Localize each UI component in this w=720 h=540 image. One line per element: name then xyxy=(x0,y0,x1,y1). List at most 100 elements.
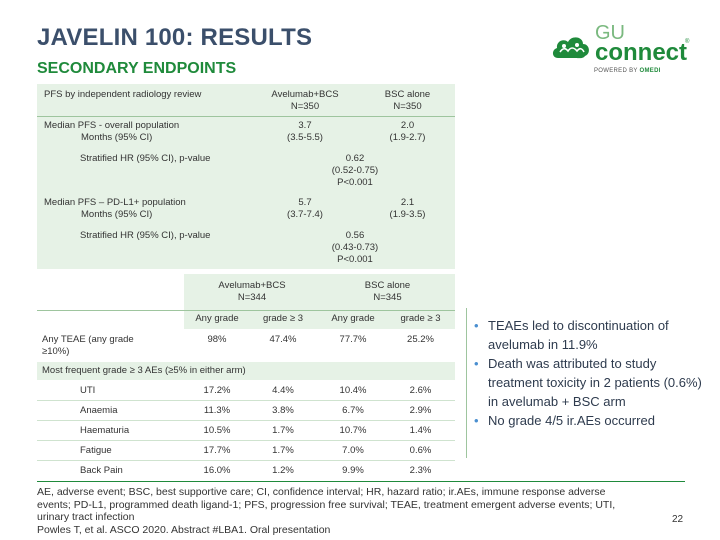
ae-row-val: 2.9% xyxy=(409,405,432,416)
ae-row-name: Anaemia xyxy=(80,405,118,416)
key-points-list: • TEAEs led to discontinuation of aveluma… xyxy=(474,316,706,430)
ae-row-val: 17.2% xyxy=(203,385,231,396)
bullet-item: • Death was attributed to study treatment… xyxy=(474,354,706,411)
ae-col1-n: N=344 xyxy=(237,292,267,303)
pfs-header-label: PFS by independent radiology review xyxy=(44,89,202,100)
pfs-row3-label-line2: Months (95% CI) xyxy=(81,209,153,220)
slide-title: JAVELIN 100: RESULTS xyxy=(37,24,313,51)
ae-sub-any-grade-1: Any grade xyxy=(195,313,239,324)
ae-any-teae-val-1: 98% xyxy=(207,334,227,345)
pfs-header-rule xyxy=(37,116,455,117)
ae-any-teae-label-line1: Any TEAE (any grade xyxy=(42,334,134,345)
pfs-col1-n: N=350 xyxy=(290,101,320,112)
pfs-row1-col1: 3.7 (3.5-5.5) xyxy=(250,120,360,144)
ae-header-rule xyxy=(37,310,455,311)
pfs-row1-col2-median: 2.0 xyxy=(400,120,415,131)
pfs-row1-col2: 2.0 (1.9-2.7) xyxy=(360,120,455,144)
pfs-col2-n: N=350 xyxy=(393,101,422,112)
ae-row-val: 9.9% xyxy=(342,465,364,476)
bullet-text: No grade 4/5 ir.AEs occurred xyxy=(488,413,655,428)
ae-row-val: 1.4% xyxy=(409,425,432,436)
pfs-row1-col2-ci: (1.9-2.7) xyxy=(389,132,426,143)
ae-row-val: 2.6% xyxy=(409,385,432,396)
bullet-dot-icon: • xyxy=(474,356,479,371)
bullet-dot-icon: • xyxy=(474,318,479,333)
pfs-col2-title: BSC alone xyxy=(384,89,431,100)
pfs-row2-band xyxy=(37,149,455,193)
bullet-text: TEAEs led to discontinuation of avelumab… xyxy=(488,318,669,352)
pfs-header-band xyxy=(37,84,455,116)
ae-row-divider xyxy=(37,460,455,461)
pfs-row3-band xyxy=(37,193,455,225)
ae-sub-any-grade-2: Any grade xyxy=(331,313,375,324)
pfs-row1-label: Median PFS - overall population Months (9… xyxy=(44,120,179,144)
bullets-divider xyxy=(466,308,467,458)
pfs-row2-p: P<0.001 xyxy=(337,177,373,188)
ae-col1-title: Avelumab+BCS xyxy=(218,280,286,291)
logo-powered-brand: OMEDI xyxy=(639,68,661,74)
logo-connect: connect xyxy=(595,39,688,66)
pfs-row3-label: Median PFS – PD-L1+ population Months (95… xyxy=(44,197,186,221)
ae-row-name: UTI xyxy=(80,385,96,396)
ae-any-teae-val-3: 77.7% xyxy=(339,334,367,345)
pfs-row1-col1-ci: (3.5-5.5) xyxy=(287,132,323,143)
ae-row-val: 17.7% xyxy=(203,445,231,456)
pfs-col1-title: Avelumab+BCS xyxy=(271,89,339,100)
ae-row-val: 16.0% xyxy=(203,465,231,476)
gu-connect-logo: GU connect ® POWERED BY OMEDI xyxy=(548,22,698,80)
footnote: AE, adverse event; BSC, best supportive … xyxy=(37,486,637,536)
pfs-row3-col2-median: 2.1 xyxy=(400,197,415,208)
ae-any-teae-val-2: 47.4% xyxy=(269,334,297,345)
ae-row-divider xyxy=(37,400,455,401)
ae-row-val: 6.7% xyxy=(342,405,364,416)
pfs-row3-col2: 2.1 (1.9-3.5) xyxy=(360,197,455,221)
ae-row-val: 10.5% xyxy=(203,425,231,436)
pfs-row2-label: Stratified HR (95% CI), p-value xyxy=(80,153,211,164)
ae-sub-grade3-1: grade ≥ 3 xyxy=(262,313,304,324)
ae-any-teae-label: Any TEAE (any grade ≥10%) xyxy=(42,334,134,358)
ae-row-val: 10.4% xyxy=(339,385,367,396)
pfs-row2-hr: 0.62 xyxy=(345,153,365,164)
ae-row-val: 0.6% xyxy=(409,445,432,456)
ae-row-divider xyxy=(37,420,455,421)
ae-col1-header: Avelumab+BCS N=344 xyxy=(184,280,320,304)
pfs-col1-header: Avelumab+BCS N=350 xyxy=(250,89,360,113)
pfs-row1-col1-median: 3.7 xyxy=(298,120,312,131)
pfs-row4-value: 0.56 (0.43-0.73) P<0.001 xyxy=(290,230,420,266)
ae-frequent-band xyxy=(37,362,455,380)
ae-row-val: 1.2% xyxy=(272,465,294,476)
bullet-text: Death was attributed to study treatment … xyxy=(488,356,702,409)
ae-row-val: 11.3% xyxy=(203,405,231,416)
bullet-dot-icon: • xyxy=(474,413,479,428)
cloud-logo-icon xyxy=(552,37,589,59)
logo-powered-by: POWERED BY OMEDI xyxy=(594,68,661,74)
footnote-abbreviations: AE, adverse event; BSC, best supportive … xyxy=(37,486,616,523)
pfs-row4-p: P<0.001 xyxy=(337,254,373,265)
page-number: 22 xyxy=(672,514,684,525)
pfs-row4-label: Stratified HR (95% CI), p-value xyxy=(80,230,211,241)
pfs-row2-ci: (0.52-0.75) xyxy=(331,165,379,176)
bullet-item: • TEAEs led to discontinuation of aveluma… xyxy=(474,316,706,354)
pfs-row4-band xyxy=(37,225,455,269)
ae-row-val: 10.7% xyxy=(339,425,367,436)
ae-row-name: Back Pain xyxy=(80,465,123,476)
footer-rule xyxy=(37,481,685,482)
ae-row-divider xyxy=(37,440,455,441)
ae-col2-title: BSC alone xyxy=(364,280,411,291)
ae-row-name: Haematuria xyxy=(80,425,130,436)
ae-header-blank xyxy=(37,274,184,310)
ae-row-name: Fatigue xyxy=(80,445,112,456)
ae-row-val: 7.0% xyxy=(342,445,364,456)
logo-trademark: ® xyxy=(685,39,690,45)
pfs-row1-band xyxy=(37,117,455,149)
ae-col2-n: N=345 xyxy=(373,292,402,303)
pfs-row1-label-line2: Months (95% CI) xyxy=(81,132,153,143)
pfs-row3-col2-ci: (1.9-3.5) xyxy=(389,209,426,220)
pfs-row4-ci: (0.43-0.73) xyxy=(331,242,379,253)
ae-col2-header: BSC alone N=345 xyxy=(320,280,455,304)
footnote-reference: Powles T, et al. ASCO 2020. Abstract #LB… xyxy=(37,523,331,536)
pfs-row3-label-line1: Median PFS – PD-L1+ population xyxy=(44,197,186,208)
pfs-row3-col1-ci: (3.7-7.4) xyxy=(287,209,323,220)
pfs-col2-header: BSC alone N=350 xyxy=(360,89,455,113)
ae-sub-grade3-2: grade ≥ 3 xyxy=(400,313,441,324)
